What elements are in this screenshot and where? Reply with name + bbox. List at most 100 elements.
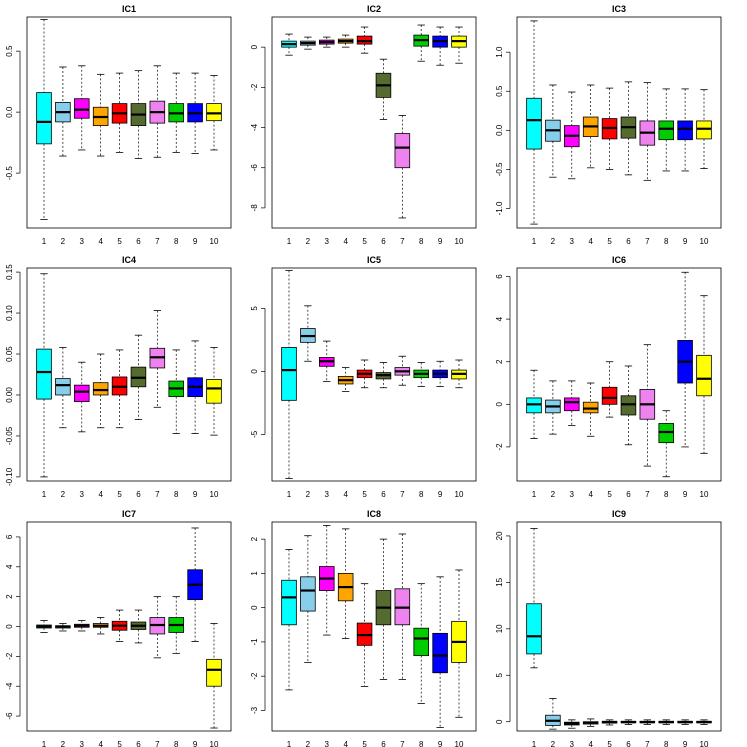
box-10 xyxy=(696,295,712,454)
x-tick-label: 1 xyxy=(532,490,537,499)
x-tick-label: 10 xyxy=(455,490,464,499)
x-tick-label: 9 xyxy=(683,740,688,747)
plot-frame xyxy=(516,16,722,229)
box-6 xyxy=(620,719,637,725)
box-9 xyxy=(187,527,203,642)
box-2 xyxy=(300,535,316,663)
box-9 xyxy=(432,26,448,66)
box-3 xyxy=(319,340,335,382)
x-tick-label: 4 xyxy=(588,490,593,499)
panel-ic6: IC6 -2 0 2 4 6 1 2 3 4 5 6 7 8 9 10 xyxy=(495,255,722,499)
x-tick-label: 3 xyxy=(80,490,85,499)
box-3 xyxy=(564,719,580,729)
panel-ic9: IC9 0 5 10 15 20 1 2 3 4 5 6 7 8 9 10 xyxy=(495,509,722,747)
box-6 xyxy=(375,362,392,389)
box-7 xyxy=(394,115,411,219)
x-tick-label: 8 xyxy=(419,237,424,246)
panel-title: IC5 xyxy=(367,255,381,265)
x-tick-label: 1 xyxy=(42,237,47,246)
y-tick-label: -0.05 xyxy=(5,426,14,445)
box-3 xyxy=(564,380,580,427)
box-10 xyxy=(451,359,467,389)
box-5 xyxy=(601,719,618,726)
panel-ic4: IC4 -0.10 -0.05 0.00 0.05 0.10 0.15 1 2 3 4 5 6 7 8 9 10 xyxy=(5,255,232,499)
iqr-box xyxy=(206,103,222,122)
box-4 xyxy=(92,73,109,157)
box-10 xyxy=(206,75,222,151)
iqr-box xyxy=(432,632,448,674)
box-6 xyxy=(375,58,392,120)
x-tick-label: 8 xyxy=(174,237,179,246)
box-3 xyxy=(74,620,90,632)
y-tick-label: -3 xyxy=(250,706,259,714)
y-tick-label: -2 xyxy=(495,443,504,451)
x-tick-label: 10 xyxy=(210,740,219,747)
panel-ic7: IC7 -6 -4 -2 0 2 4 6 1 2 3 4 5 6 7 8 9 10 xyxy=(5,509,232,747)
iqr-box xyxy=(206,379,222,404)
plot-frame xyxy=(26,267,232,482)
x-tick-label: 5 xyxy=(117,740,122,747)
box-9 xyxy=(187,340,203,434)
y-tick-label: 10 xyxy=(495,624,504,633)
box-10 xyxy=(451,26,467,64)
box-7 xyxy=(639,719,656,725)
x-tick-label: 4 xyxy=(588,740,593,747)
box-4 xyxy=(582,718,599,727)
x-tick-label: 9 xyxy=(193,740,198,747)
x-tick-label: 4 xyxy=(343,237,348,246)
box-9 xyxy=(677,271,693,448)
iqr-box xyxy=(36,348,52,400)
panel-title: IC3 xyxy=(612,4,626,14)
box-10 xyxy=(451,569,467,718)
plot-frame xyxy=(271,16,477,229)
box-8 xyxy=(168,596,184,654)
y-tick-label: 15 xyxy=(495,577,504,586)
box-10 xyxy=(206,623,222,729)
x-tick-label: 10 xyxy=(210,490,219,499)
box-4 xyxy=(337,528,354,639)
y-tick-label: -2 xyxy=(250,83,259,91)
x-tick-label: 10 xyxy=(700,237,709,246)
iqr-box xyxy=(55,378,71,396)
panel-title: IC9 xyxy=(612,509,626,519)
plot-frame xyxy=(26,521,232,732)
y-tick-label: 0.0 xyxy=(5,106,14,118)
box-1 xyxy=(36,273,52,478)
y-tick-label: 1.0 xyxy=(495,46,504,58)
iqr-box xyxy=(74,384,90,402)
x-tick-label: 3 xyxy=(570,490,575,499)
x-tick-label: 9 xyxy=(438,740,443,747)
x-tick-label: 10 xyxy=(210,237,219,246)
x-tick-label: 10 xyxy=(455,237,464,246)
y-tick-label: 5 xyxy=(495,672,504,677)
x-tick-label: 7 xyxy=(155,237,160,246)
box-6 xyxy=(375,538,392,681)
iqr-box xyxy=(394,133,411,169)
box-1 xyxy=(281,270,297,479)
box-8 xyxy=(658,410,674,478)
x-tick-label: 6 xyxy=(626,237,631,246)
x-tick-label: 8 xyxy=(664,237,669,246)
x-tick-label: 6 xyxy=(136,237,141,246)
x-tick-label: 5 xyxy=(607,237,612,246)
x-tick-label: 4 xyxy=(98,490,103,499)
y-tick-label: 0 xyxy=(250,605,259,610)
box-8 xyxy=(168,349,184,434)
box-1 xyxy=(526,369,542,439)
x-tick-label: 3 xyxy=(80,237,85,246)
y-tick-label: 0.05 xyxy=(5,346,14,362)
x-tick-label: 3 xyxy=(570,237,575,246)
x-tick-label: 2 xyxy=(551,237,556,246)
x-tick-label: 2 xyxy=(551,740,556,747)
x-tick-label: 7 xyxy=(645,237,650,246)
y-tick-label: 0 xyxy=(5,624,14,629)
box-4 xyxy=(337,367,354,392)
box-9 xyxy=(432,360,448,387)
box-2 xyxy=(55,347,71,429)
x-tick-label: 7 xyxy=(400,237,405,246)
box-2 xyxy=(55,623,71,632)
x-tick-label: 6 xyxy=(626,490,631,499)
box-7 xyxy=(394,533,411,681)
x-tick-label: 10 xyxy=(700,740,709,747)
x-tick-label: 8 xyxy=(664,740,669,747)
